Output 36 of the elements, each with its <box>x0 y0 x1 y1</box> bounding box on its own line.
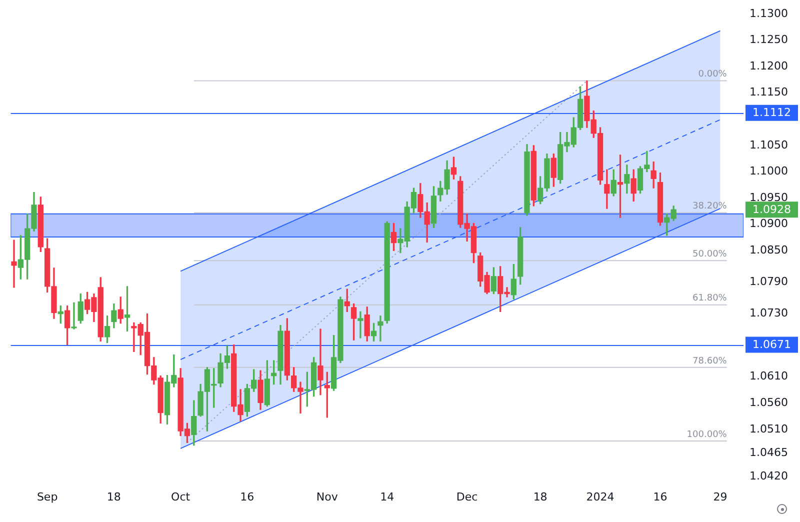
y-tick-label: 1.0465 <box>750 446 788 459</box>
y-tick-label: 1.0420 <box>750 470 788 483</box>
x-tick-label: 2024 <box>586 490 614 504</box>
y-tick-label: 1.1050 <box>750 138 788 152</box>
x-tick-label: 29 <box>713 490 728 504</box>
y-tick-label: 1.0850 <box>750 244 788 257</box>
ref-line-label: 1.1112 <box>752 106 792 120</box>
y-tick-label: 1.1200 <box>750 59 788 72</box>
y-tick-label: 1.1150 <box>750 86 788 99</box>
y-tick-label: 1.0950 <box>750 190 788 204</box>
x-tick-label: 16 <box>240 490 254 504</box>
x-tick-label: Nov <box>316 490 338 504</box>
series-label: 78.60% <box>692 356 728 366</box>
x-tick-label: 18 <box>533 490 548 504</box>
x-tick-label: 14 <box>380 490 394 504</box>
series-label: 100.00% <box>686 430 728 440</box>
x-tick-label: 16 <box>653 490 668 504</box>
y-tick-label: 1.0510 <box>750 422 788 436</box>
y-tick-label: 1.1250 <box>750 33 788 46</box>
y-tick-label: 1.1000 <box>750 164 788 178</box>
y-tick-label: 1.0610 <box>750 370 788 383</box>
y-tick-label: 1.1300 <box>750 6 788 20</box>
series-label: 38.20% <box>692 202 728 212</box>
y-tick-label: 1.0900 <box>750 217 788 230</box>
x-tick-label: Oct <box>171 490 191 504</box>
series-label: 0.00% <box>698 70 728 80</box>
series-label: 61.80% <box>692 294 728 304</box>
y-tick-label: 1.0790 <box>750 275 788 288</box>
series-label: 50.00% <box>692 249 728 260</box>
ref-line-label: 1.0671 <box>752 338 792 352</box>
x-tick-label: Sep <box>36 490 58 504</box>
x-tick-label: 18 <box>106 490 121 504</box>
y-tick-label: 1.0730 <box>750 306 788 320</box>
y-tick-label: 1.0560 <box>750 396 788 410</box>
x-tick-label: Dec <box>456 490 478 504</box>
text: 1.0928 <box>752 203 792 216</box>
